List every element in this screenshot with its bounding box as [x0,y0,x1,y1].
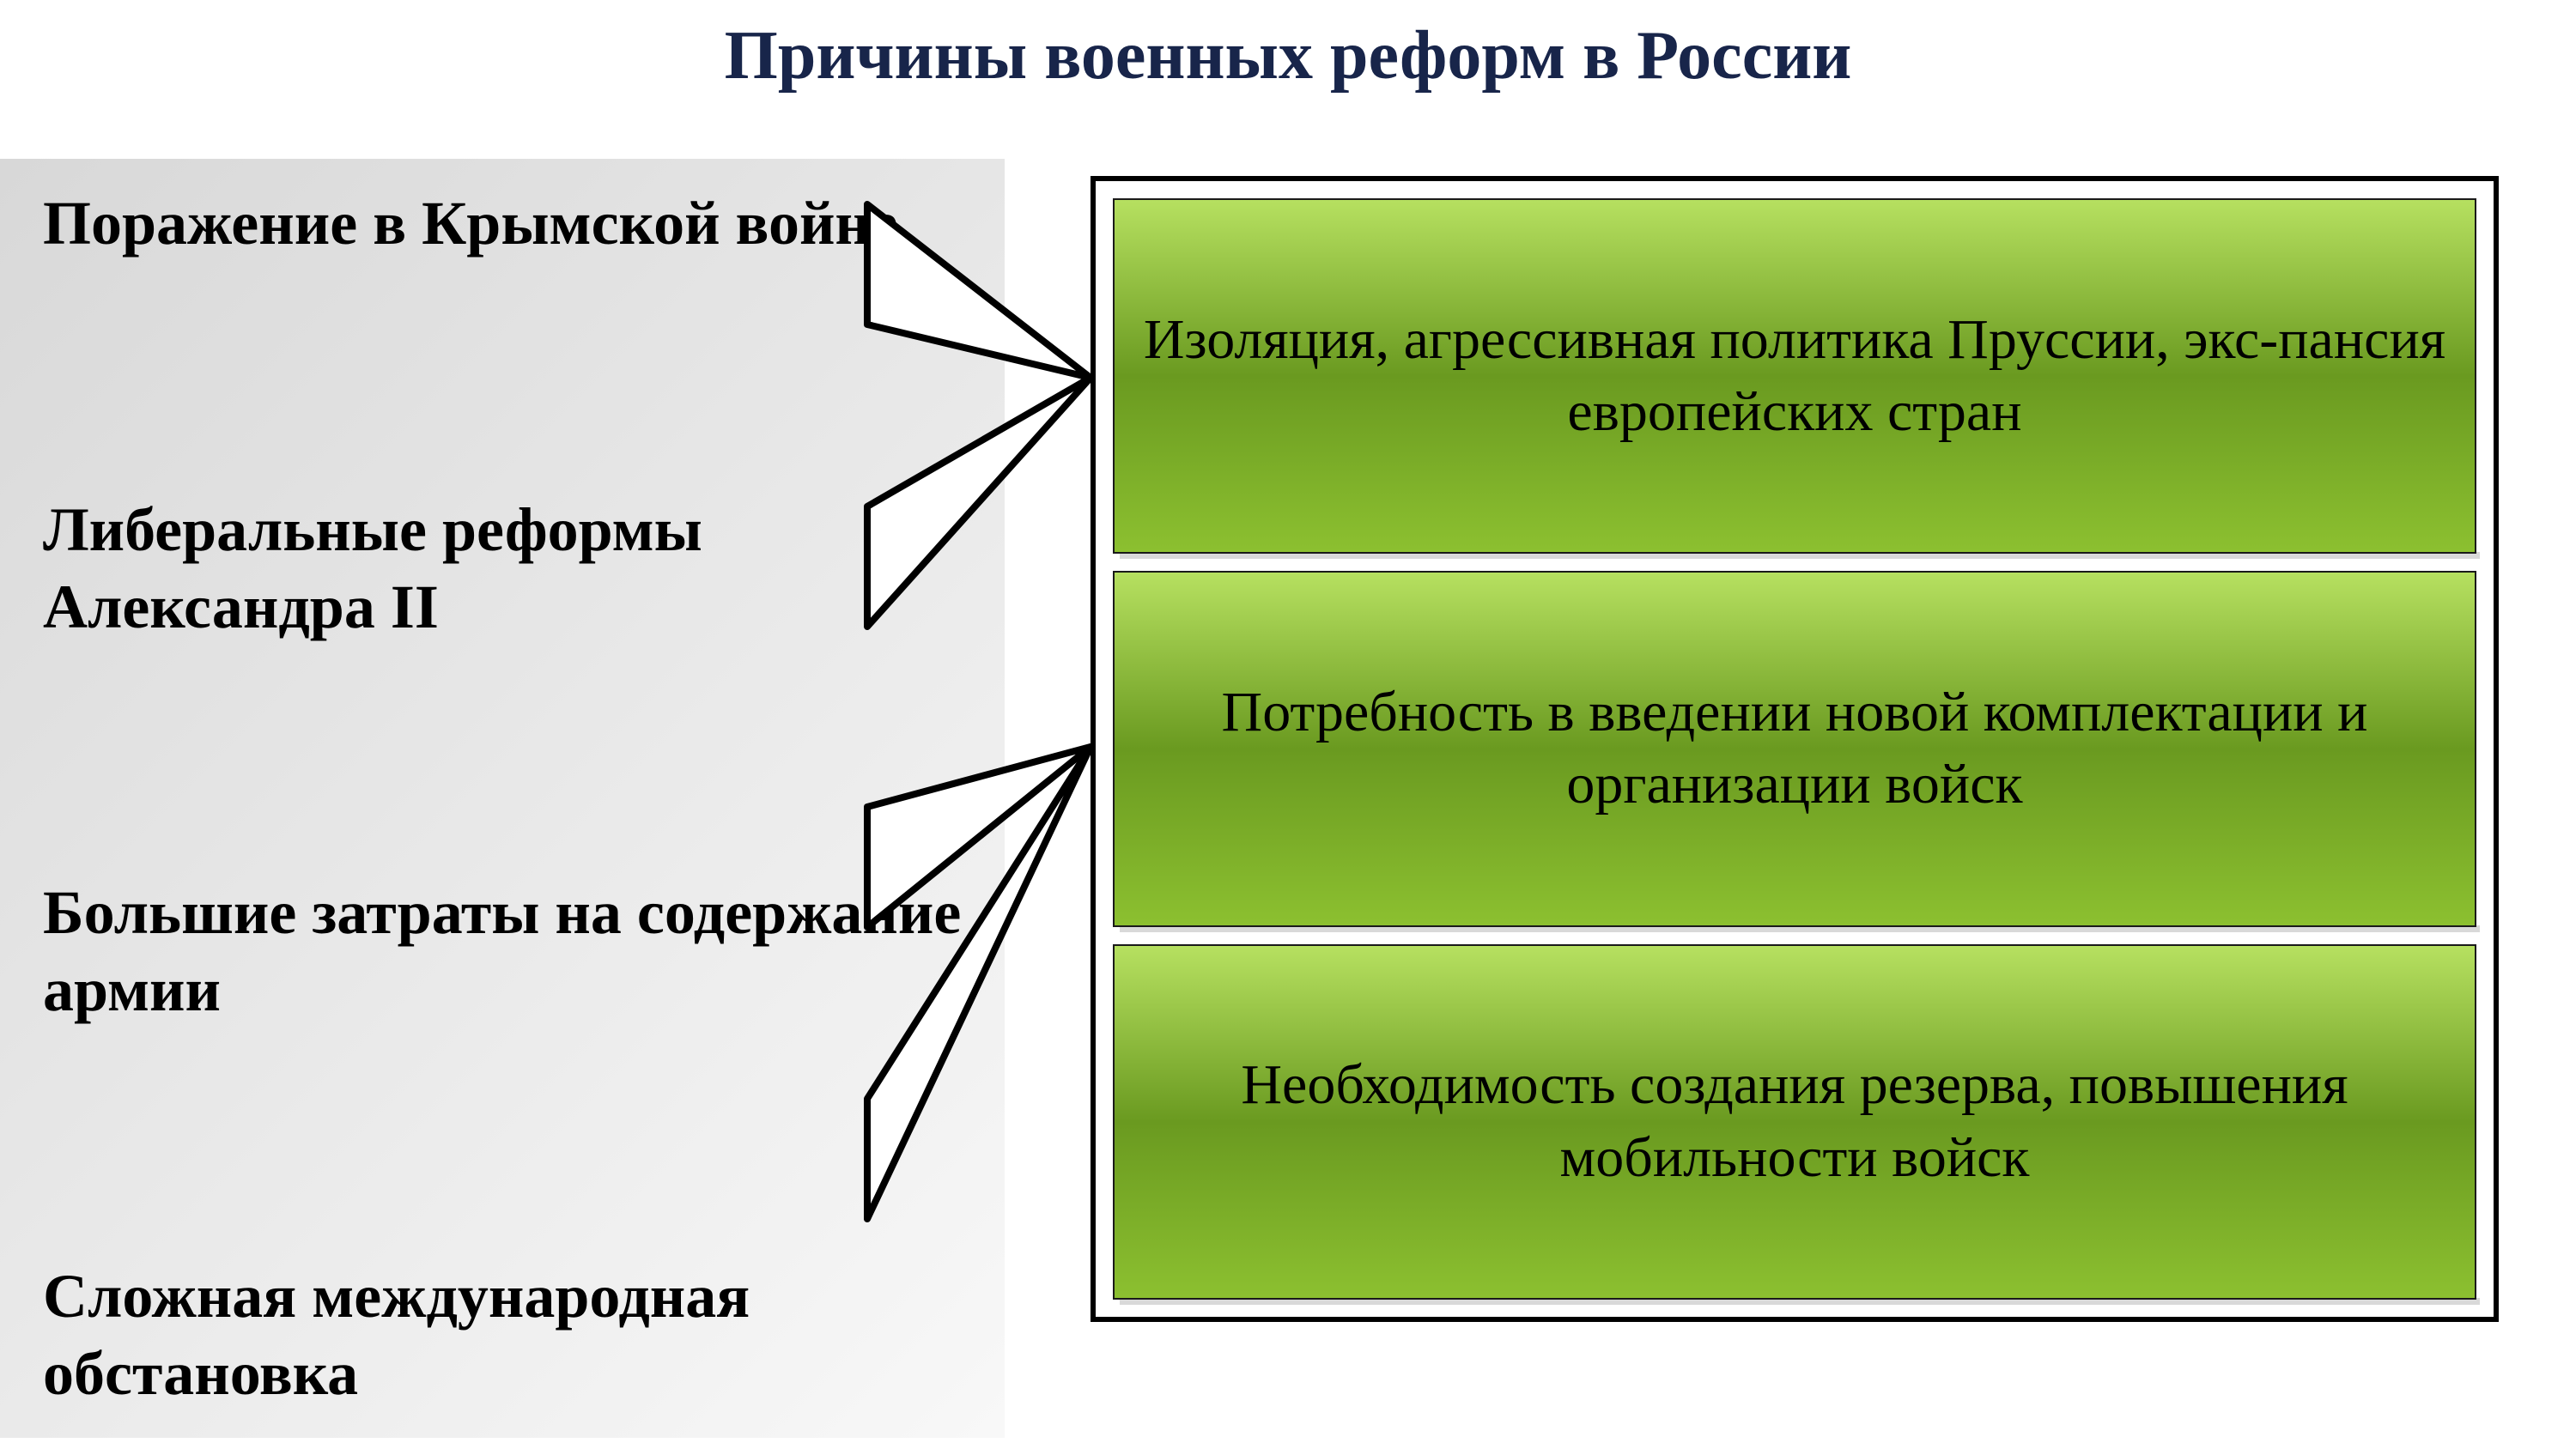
result-box: Необходимость создания резерва, повышени… [1113,944,2476,1300]
result-box: Потребность в введении новой комплектаци… [1113,571,2476,926]
causes-left-panel: Поражение в Крымской войне Либеральные р… [0,159,1005,1438]
cause-item: Либеральные реформы Александра II [43,491,979,646]
result-text: Изоляция, агрессивная политика Пруссии, … [1140,304,2449,449]
result-box: Изоляция, агрессивная политика Пруссии, … [1113,198,2476,554]
result-text: Потребность в введении новой комплектаци… [1140,676,2449,822]
results-right-container: Изоляция, агрессивная политика Пруссии, … [1091,176,2499,1322]
cause-item: Поражение в Крымской войне [43,185,979,262]
page-title: Причины военных реформ в России [0,17,2576,95]
cause-item: Большие затраты на содержание армии [43,874,979,1028]
cause-item: Сложная международная обстановка [43,1258,979,1412]
result-text: Необходимость создания резерва, повышени… [1140,1049,2449,1194]
